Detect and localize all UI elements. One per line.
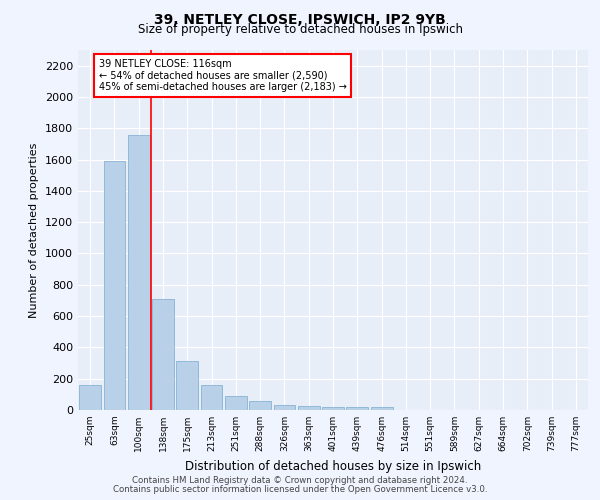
- Text: Size of property relative to detached houses in Ipswich: Size of property relative to detached ho…: [137, 22, 463, 36]
- Bar: [128, 134, 149, 410]
- Bar: [152, 299, 174, 410]
- Bar: [274, 404, 295, 410]
- Bar: [322, 406, 344, 410]
- Bar: [104, 161, 125, 410]
- Bar: [200, 385, 223, 410]
- Y-axis label: Number of detached properties: Number of detached properties: [29, 142, 40, 318]
- Bar: [249, 402, 271, 410]
- Bar: [176, 362, 198, 410]
- Text: 39 NETLEY CLOSE: 116sqm
← 54% of detached houses are smaller (2,590)
45% of semi: 39 NETLEY CLOSE: 116sqm ← 54% of detache…: [98, 58, 347, 92]
- Bar: [371, 407, 392, 410]
- Text: 39, NETLEY CLOSE, IPSWICH, IP2 9YB: 39, NETLEY CLOSE, IPSWICH, IP2 9YB: [154, 12, 446, 26]
- Bar: [298, 406, 320, 410]
- Bar: [79, 385, 101, 410]
- Bar: [346, 406, 368, 410]
- Text: Contains public sector information licensed under the Open Government Licence v3: Contains public sector information licen…: [113, 484, 487, 494]
- X-axis label: Distribution of detached houses by size in Ipswich: Distribution of detached houses by size …: [185, 460, 481, 472]
- Bar: [225, 396, 247, 410]
- Text: Contains HM Land Registry data © Crown copyright and database right 2024.: Contains HM Land Registry data © Crown c…: [132, 476, 468, 485]
